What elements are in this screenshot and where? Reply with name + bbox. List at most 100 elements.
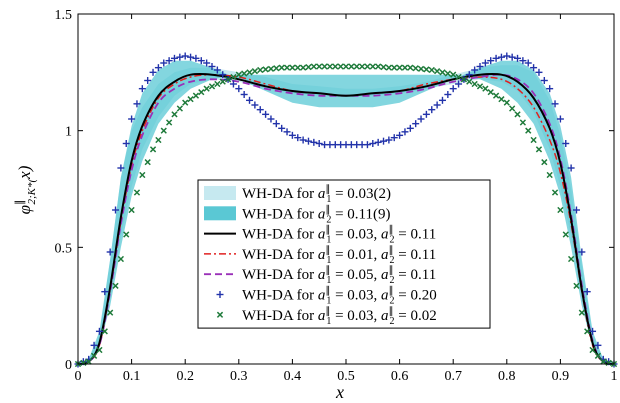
series-cross-point — [525, 127, 532, 134]
series-cross-point — [235, 71, 242, 78]
series-plus-point — [572, 206, 580, 214]
series-plus-point — [192, 54, 200, 62]
series-plus-point — [438, 96, 446, 104]
series-plus-point — [380, 137, 388, 145]
series-plus-point — [589, 327, 597, 335]
series-plus-point — [213, 66, 221, 74]
series-plus-point — [181, 52, 189, 60]
series-plus-point — [165, 57, 173, 65]
series-plus-point — [497, 53, 505, 61]
legend-label: WH-DA for a∥ 2 = 0.11(9) — [242, 204, 390, 225]
series-cross-point — [503, 99, 510, 106]
series-plus-point — [246, 96, 254, 104]
series-plus-point — [144, 77, 152, 84]
series-cross-point — [471, 80, 478, 88]
series-plus-point — [240, 91, 248, 98]
legend: WH-DA for a∥ 1 = 0.03(2)WH-DA for a∥ 2 = 0… — [197, 179, 491, 329]
series-plus-point — [363, 141, 371, 149]
series-plus-point — [272, 120, 280, 128]
legend-label: WH-DA for a∥ 1 = 0.03(2) — [242, 184, 391, 205]
legend-item: WH-DA for a∥ 2 = 0.11(9) — [204, 204, 390, 225]
series-plus-point — [203, 59, 211, 67]
x-tick-label: 0.7 — [444, 369, 462, 384]
legend-item: WH-DA for a∥ 1 = 0.03, a∥ 2 = 0.20 — [216, 286, 437, 307]
series-cross-point — [401, 64, 409, 71]
series-cross-point — [241, 70, 248, 77]
series-cross-point — [562, 231, 569, 238]
series-cross-point — [594, 352, 602, 359]
series-cross-point — [224, 76, 232, 83]
series-cross-point — [96, 346, 103, 354]
series-cross-point — [149, 146, 157, 153]
x-tick-label: 0.5 — [337, 369, 355, 384]
x-tick-label: 0.9 — [552, 369, 570, 384]
series-plus-point — [117, 164, 125, 172]
series-cross-point — [278, 64, 285, 71]
series-cross-point — [519, 119, 527, 126]
series-cross-point — [369, 63, 376, 70]
x-axis-label: x — [335, 382, 344, 402]
series-plus-point — [551, 100, 559, 108]
series-plus-point — [170, 54, 178, 62]
series-cross-point — [299, 64, 307, 71]
series-plus-point — [465, 71, 473, 79]
series-plus-point — [90, 341, 98, 349]
series-plus-point — [594, 341, 602, 349]
series-central-line — [77, 72, 615, 366]
x-tick-label: 0.8 — [498, 369, 516, 384]
series-cross-point — [326, 63, 334, 70]
series-cross-point — [246, 69, 253, 76]
series-cross-point — [80, 359, 87, 366]
series-cross-point — [460, 76, 468, 83]
x-tick-label: 0.2 — [176, 369, 194, 384]
series-cross-point — [117, 255, 125, 263]
series-cross-point — [337, 63, 344, 70]
series-cross-point — [551, 189, 559, 196]
series-cross-point — [90, 352, 98, 359]
series-cross-point — [171, 111, 178, 118]
series-cross-point — [289, 64, 296, 71]
svg-text:φ∥2;K*(x): φ∥2;K*(x) — [14, 165, 38, 214]
series-layer — [77, 72, 615, 366]
series-cross-point — [391, 64, 398, 71]
series-cross-point — [203, 85, 210, 92]
series-plus-point — [562, 140, 570, 147]
series-plus-point — [122, 140, 130, 147]
series-cross-point — [348, 63, 355, 70]
series-plus-point — [444, 91, 452, 98]
series-plus-point — [540, 77, 548, 84]
series-plus-point — [294, 134, 302, 142]
y-axis-label: φ∥2;K*(x) — [14, 165, 38, 214]
legend-item: WH-DA for a∥ 1 = 0.03, a∥ 2 = 0.11 — [204, 225, 436, 246]
series-plus-point — [481, 59, 489, 67]
series-cross-point — [305, 63, 312, 71]
series-cross-point — [412, 65, 419, 72]
series-plus-point — [492, 54, 500, 62]
series-cross-point — [498, 96, 505, 103]
legend-box — [197, 179, 491, 329]
series-cross-point — [101, 328, 108, 335]
series-cross-point — [144, 159, 151, 166]
series-cross-point — [514, 111, 521, 118]
series-cross-point — [589, 346, 596, 354]
series-cross-point — [187, 96, 194, 103]
series-cross-point — [546, 171, 553, 179]
series-cross-point — [192, 92, 200, 99]
series-plus-point — [417, 115, 425, 123]
series-plus-point — [422, 110, 430, 118]
series-plus-point — [428, 106, 436, 114]
series-cross-point — [182, 99, 189, 106]
legend-label: WH-DA for a∥ 1 = 0.03, a∥ 2 = 0.20 — [242, 286, 437, 307]
series-plus-point — [262, 110, 270, 118]
series-plus-point — [229, 80, 237, 88]
series-plus-point — [256, 106, 264, 114]
series-cross-point — [530, 136, 537, 144]
series-cross-point — [198, 89, 205, 96]
series-plus-point — [310, 138, 318, 146]
series-plus-point — [315, 140, 323, 147]
series-plus-point — [556, 115, 564, 123]
series-cross-point — [139, 171, 146, 179]
series-cross-point — [375, 63, 382, 70]
series-plus-point — [524, 59, 532, 67]
